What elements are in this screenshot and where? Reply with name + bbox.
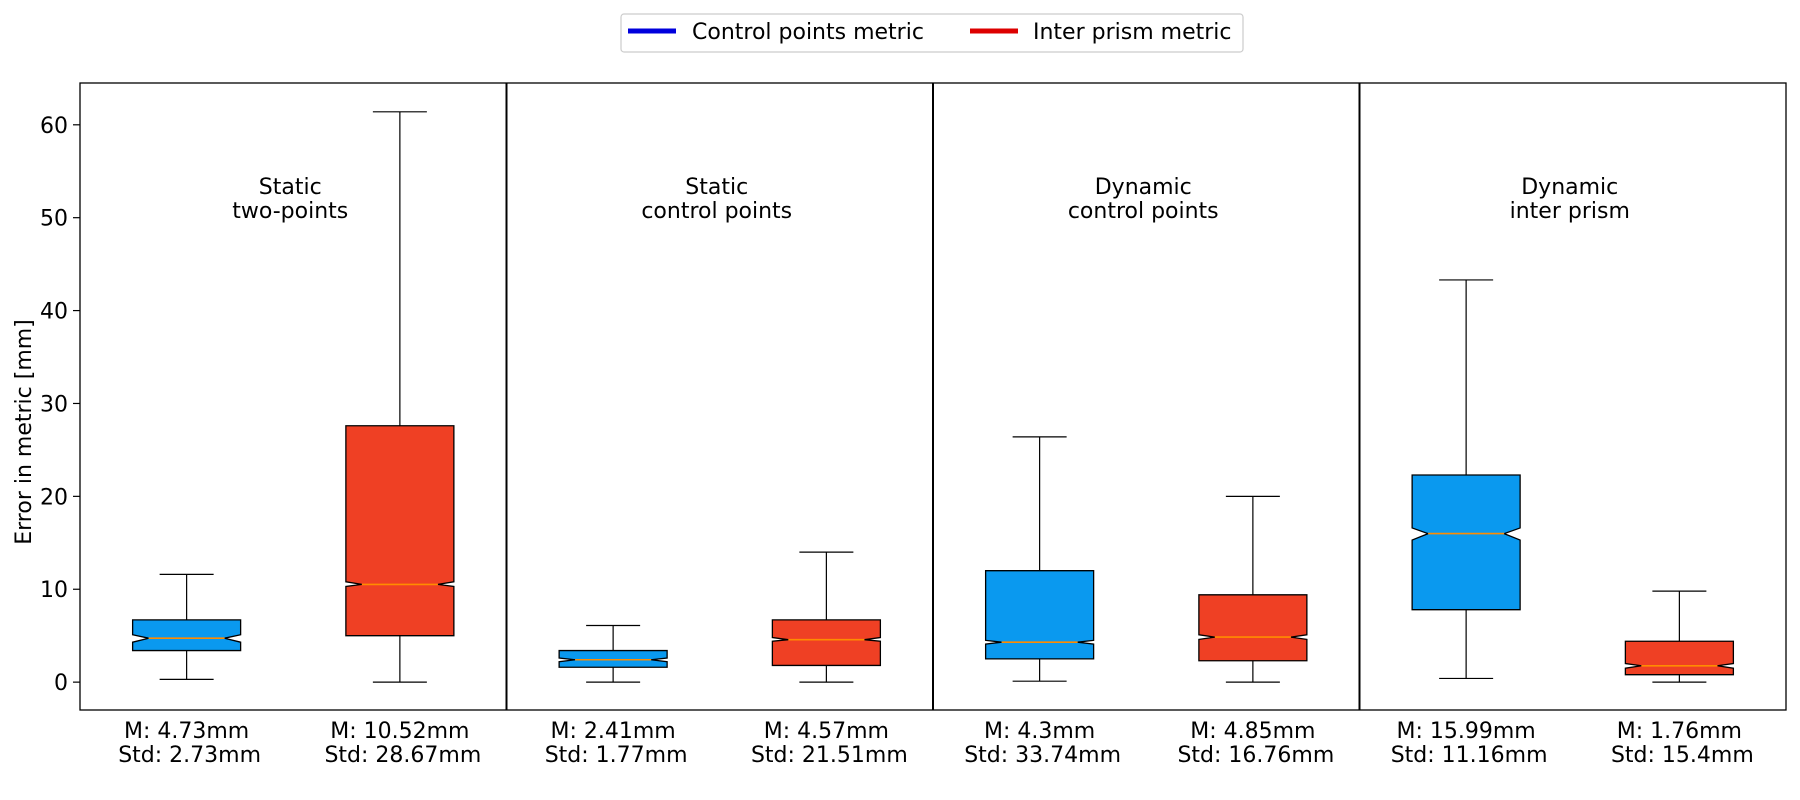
box-control bbox=[133, 620, 241, 651]
x-label-std: Std: 21.51mm bbox=[751, 743, 908, 768]
y-axis-label: Error in metric [mm] bbox=[12, 319, 37, 545]
x-label-mean: M: 4.3mm bbox=[984, 719, 1095, 744]
group-title-line1: Dynamic bbox=[1521, 175, 1618, 200]
box-control bbox=[1412, 475, 1520, 610]
x-label-std: Std: 16.76mm bbox=[1177, 743, 1334, 768]
x-label-mean: M: 4.73mm bbox=[124, 719, 249, 744]
x-label-std: Std: 2.73mm bbox=[118, 743, 261, 768]
box-inter bbox=[1199, 595, 1307, 661]
x-label-std: Std: 1.77mm bbox=[545, 743, 688, 768]
legend-label-control: Control points metric bbox=[692, 20, 924, 45]
box-control bbox=[559, 651, 667, 668]
box-inter bbox=[346, 426, 454, 636]
x-label-mean: M: 4.85mm bbox=[1190, 719, 1315, 744]
legend-label-inter: Inter prism metric bbox=[1033, 20, 1231, 45]
x-label-std: Std: 33.74mm bbox=[964, 743, 1121, 768]
x-label-std: Std: 15.4mm bbox=[1611, 743, 1754, 768]
x-label-std: Std: 11.16mm bbox=[1391, 743, 1548, 768]
box-control bbox=[986, 571, 1094, 659]
group-title-line2: inter prism bbox=[1510, 199, 1630, 224]
y-tick-label: 50 bbox=[40, 207, 68, 232]
group-title-line1: Static bbox=[259, 175, 322, 200]
y-tick-label: 0 bbox=[54, 671, 68, 696]
x-label-mean: M: 15.99mm bbox=[1397, 719, 1536, 744]
y-tick-label: 60 bbox=[40, 114, 68, 139]
x-label-mean: M: 2.41mm bbox=[551, 719, 676, 744]
y-tick-label: 40 bbox=[40, 300, 68, 325]
group-title-line2: control points bbox=[641, 199, 792, 224]
box-inter bbox=[772, 620, 880, 666]
legend: Control points metric Inter prism metric bbox=[621, 14, 1243, 52]
x-label-mean: M: 4.57mm bbox=[764, 719, 889, 744]
group-title-line2: two-points bbox=[232, 199, 348, 224]
box-inter bbox=[1625, 641, 1733, 674]
group-title-line1: Static bbox=[685, 175, 748, 200]
y-tick-label: 30 bbox=[40, 392, 68, 417]
group-title-line2: control points bbox=[1068, 199, 1219, 224]
x-label-mean: M: 10.52mm bbox=[330, 719, 469, 744]
y-tick-label: 10 bbox=[40, 578, 68, 603]
x-label-std: Std: 28.67mm bbox=[324, 743, 481, 768]
x-label-mean: M: 1.76mm bbox=[1617, 719, 1742, 744]
y-tick-label: 20 bbox=[40, 485, 68, 510]
group-title-line1: Dynamic bbox=[1095, 175, 1192, 200]
